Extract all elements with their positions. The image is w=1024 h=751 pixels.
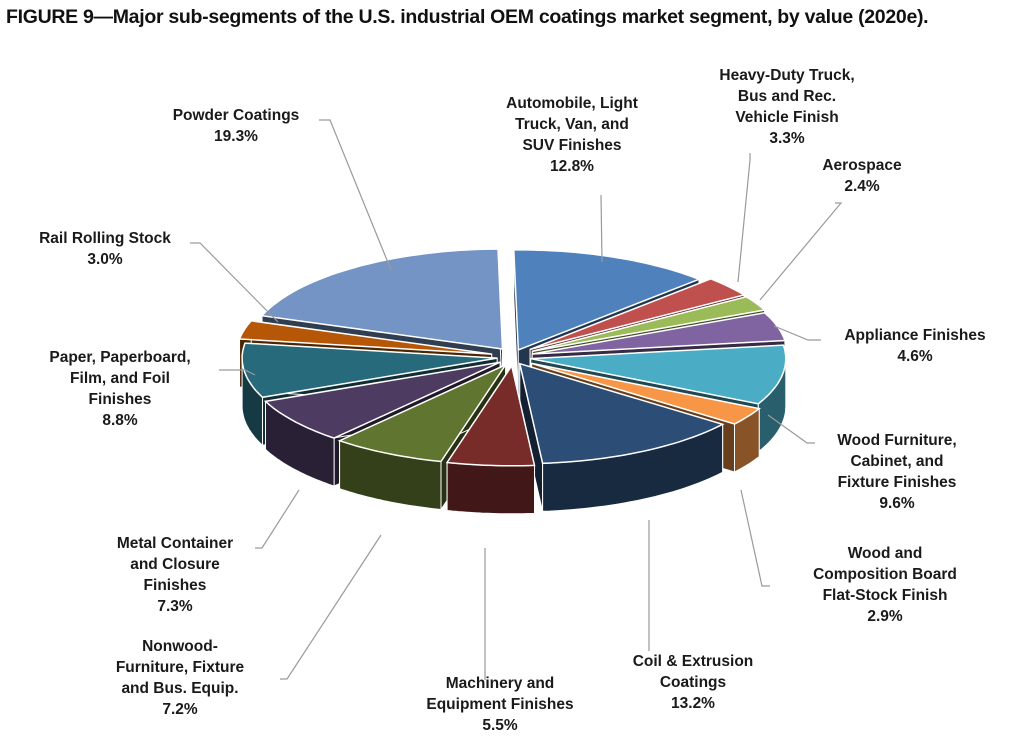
slice-label: Powder Coatings 19.3% xyxy=(173,107,300,145)
slice-name-line: and Closure xyxy=(130,556,220,573)
pie-slice xyxy=(337,363,508,463)
slice-name-line: Metal Container xyxy=(117,535,233,552)
slice-label: Automobile, Light Truck, Van, and SUV Fini… xyxy=(506,95,638,175)
slice-percent: 7.3% xyxy=(157,598,193,615)
slice-name-line: Film, and Foil xyxy=(70,370,170,387)
slice-name-line: Bus and Rec. xyxy=(738,88,836,105)
slice-name-line: and Bus. Equip. xyxy=(121,680,238,697)
pie-slice xyxy=(530,344,787,405)
leader-line xyxy=(773,325,821,341)
pie-slice xyxy=(513,249,702,351)
pie-slice xyxy=(529,277,746,351)
slice-name-line: Composition Board xyxy=(813,566,957,583)
pie-slice xyxy=(241,342,498,399)
slice-label: Heavy-Duty Truck, Bus and Rec. Vehicle Fin… xyxy=(719,67,854,147)
pie-slice xyxy=(532,311,786,355)
leader-line xyxy=(767,414,815,444)
slice-name-line: Rail Rolling Stock xyxy=(39,230,171,247)
slice-name-line: Cabinet, and xyxy=(850,453,943,470)
slice-percent: 3.0% xyxy=(87,251,123,268)
slice-name-line: Machinery and xyxy=(446,675,555,692)
slice-name-line: Furniture, Fixture xyxy=(116,659,245,676)
slice-label: Machinery and Equipment Finishes 5.5% xyxy=(426,675,573,734)
slice-percent: 13.2% xyxy=(671,695,715,712)
slice-name-line: Finishes xyxy=(144,577,207,594)
slice-name-line: Powder Coatings xyxy=(173,107,300,124)
pie-slice xyxy=(532,295,767,352)
leader-line xyxy=(280,534,382,680)
slice-percent: 3.3% xyxy=(769,130,805,147)
pie-slice xyxy=(531,362,762,425)
leader-line xyxy=(740,489,770,587)
slice-label: Rail Rolling Stock 3.0% xyxy=(39,230,171,268)
slice-label: Appliance Finishes 4.6% xyxy=(844,327,985,365)
pie-slice xyxy=(263,361,501,439)
slice-name-line: Aerospace xyxy=(822,157,902,174)
slice-percent: 8.8% xyxy=(102,412,138,429)
slice-name-line: Flat-Stock Finish xyxy=(823,587,948,604)
slice-label: Aerospace 2.4% xyxy=(822,157,902,195)
pie-slice xyxy=(518,362,725,465)
slice-name-line: Wood Furniture, xyxy=(837,432,956,449)
slice-name-line: Paper, Paperboard, xyxy=(49,349,190,366)
slice-labels-layer: Automobile, Light Truck, Van, and SUV Fini… xyxy=(39,67,986,734)
slice-percent: 4.6% xyxy=(897,348,933,365)
slice-percent: 19.3% xyxy=(214,128,258,145)
slice-percent: 7.2% xyxy=(162,701,198,718)
slice-name-line: Coil & Extrusion xyxy=(633,653,754,670)
chart-title: FIGURE 9—Major sub-segments of the U.S. … xyxy=(6,6,929,28)
pie-slices-layer xyxy=(238,248,787,467)
leader-line xyxy=(759,202,843,301)
pie-slice xyxy=(260,248,504,350)
leader-lines-layer xyxy=(190,119,843,680)
slice-name-line: Vehicle Finish xyxy=(735,109,838,126)
slice-name-line: Finishes xyxy=(89,391,152,408)
slice-name-line: Nonwood- xyxy=(142,638,218,655)
leader-line xyxy=(319,119,392,271)
slice-name-line: SUV Finishes xyxy=(522,137,621,154)
slice-name-line: Fixture Finishes xyxy=(838,474,957,491)
slice-percent: 5.5% xyxy=(482,717,518,734)
leader-line xyxy=(190,242,279,323)
slice-name-line: Wood and xyxy=(848,545,923,562)
pie-slice xyxy=(238,320,492,355)
pie-slice-rim xyxy=(446,461,535,515)
slice-name-line: Automobile, Light xyxy=(506,95,638,112)
slice-name-line: Coatings xyxy=(660,674,726,691)
leader-line xyxy=(600,194,603,263)
slice-label: Paper, Paperboard, Film, and Foil Finishes… xyxy=(49,349,190,429)
leader-line xyxy=(737,153,751,283)
leader-line xyxy=(219,369,256,376)
slice-percent: 9.6% xyxy=(879,495,915,512)
leader-line xyxy=(255,489,300,549)
slice-name-line: Heavy-Duty Truck, xyxy=(719,67,854,84)
slice-name-line: Truck, Van, and xyxy=(515,116,629,133)
slice-label: Coil & Extrusion Coatings 13.2% xyxy=(633,653,754,712)
slice-percent: 2.4% xyxy=(844,178,880,195)
slice-label: Wood Furniture, Cabinet, and Fixture Finis… xyxy=(837,432,956,512)
slice-label: Wood and Composition Board Flat-Stock Fini… xyxy=(813,545,957,625)
slice-name-line: Appliance Finishes xyxy=(844,327,985,344)
pie-slice xyxy=(445,363,536,467)
slice-percent: 2.9% xyxy=(867,608,903,625)
slice-label: Nonwood- Furniture, Fixture and Bus. Equip… xyxy=(116,638,245,718)
slice-label: Metal Container and Closure Finishes 7.3% xyxy=(117,535,233,615)
slice-percent: 12.8% xyxy=(550,158,594,175)
slice-name-line: Equipment Finishes xyxy=(426,696,573,713)
